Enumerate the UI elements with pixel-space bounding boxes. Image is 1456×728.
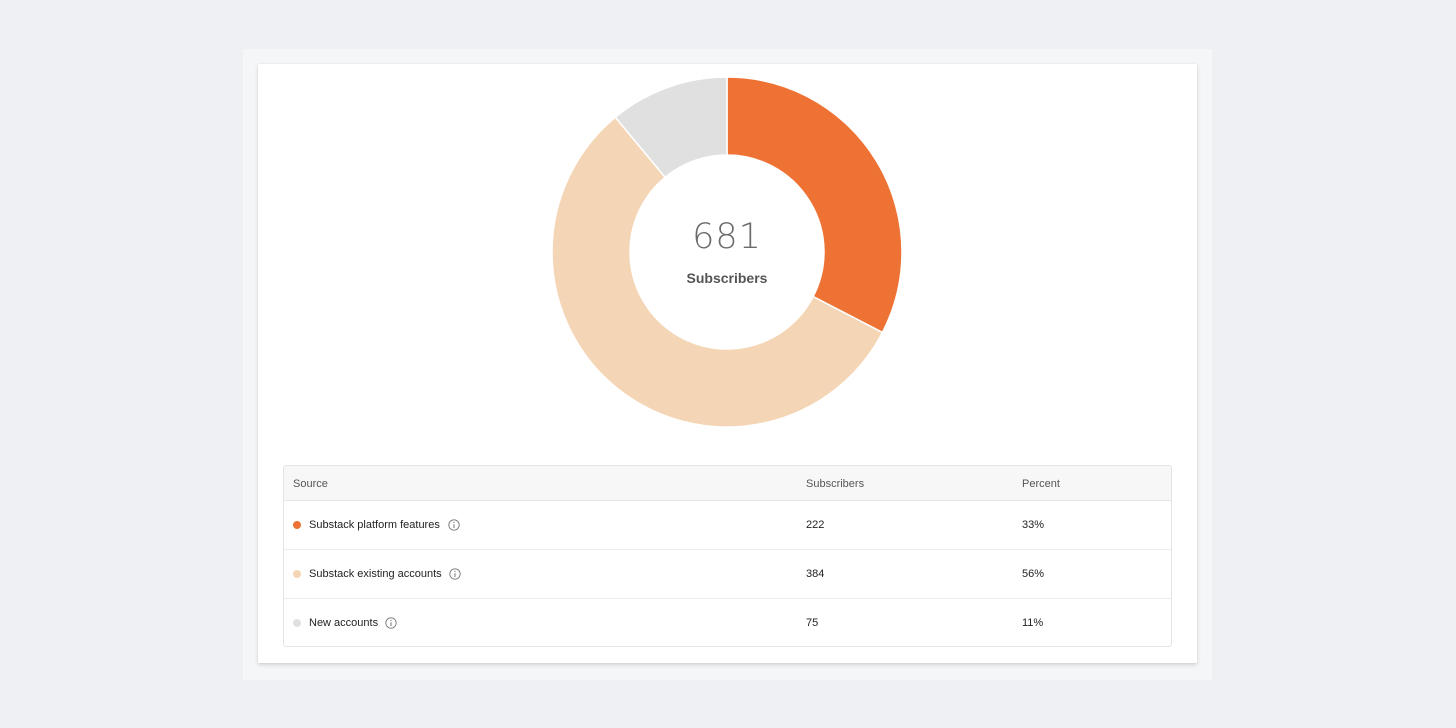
table-row: Substack existing accounts 384 56% [284,550,1171,599]
subscriber-sources-card: 681 Subscribers Source Subscribers Perce… [258,64,1197,663]
percent-value: 56% [1022,568,1045,580]
info-icon[interactable] [449,568,461,580]
donut-slice-substack-platform-features [726,76,903,334]
legend-dot-existing [293,570,301,578]
info-icon[interactable] [448,519,460,531]
info-icon[interactable] [385,617,397,629]
source-label: Substack existing accounts [309,568,442,580]
table-row: Substack platform features 222 33% [284,501,1171,550]
sources-table: Source Subscribers Percent Substack plat… [283,465,1172,647]
table-row: New accounts 75 11% [284,599,1171,646]
header-subscribers: Subscribers [806,478,865,490]
percent-value: 11% [1022,617,1044,629]
donut-chart: 681 Subscribers [551,76,903,428]
subscribers-value: 222 [806,519,825,531]
subscribers-value: 75 [806,617,819,629]
total-subscribers-value: 681 [692,217,762,257]
subscribers-value: 384 [806,568,825,580]
legend-dot-new [293,619,301,627]
percent-value: 33% [1022,519,1045,531]
header-percent: Percent [1022,478,1060,490]
legend-dot-platform [293,521,301,529]
source-label: Substack platform features [309,519,440,531]
header-source: Source [293,478,328,490]
donut-chart-svg [551,76,903,428]
donut-slice-new-accounts [614,76,728,179]
table-header: Source Subscribers Percent [284,466,1171,501]
source-label: New accounts [309,617,379,629]
total-subscribers-label: Subscribers [686,270,768,286]
donut-slice-substack-existing-accounts [551,116,884,428]
